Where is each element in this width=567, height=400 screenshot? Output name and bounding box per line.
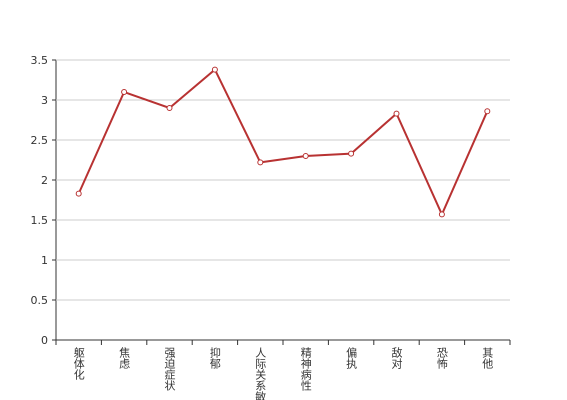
y-tick-label: 2 [41,174,48,187]
point [438,211,445,218]
y-tick-label: 3.5 [31,54,49,67]
point [348,150,355,157]
line [77,68,489,217]
point [393,110,400,117]
x-tick-label: 精神病性 [299,347,312,392]
y-tick-label: 0 [41,334,48,347]
x-tick-label: 焦虑 [118,347,131,369]
point [75,190,82,197]
point [257,159,264,166]
y-tick-label: 2.5 [31,134,49,147]
x-tick-label: 抑郁 [208,346,221,369]
point [211,66,218,73]
y-tick-label: 0.5 [31,294,49,307]
x-tick-label: 偏执 [345,346,358,370]
x-tick-label: 人际关系敏感 [254,347,267,400]
x-tick-label: 躯体化 [72,347,85,381]
x-tick-label: 敌对 [390,346,403,369]
y-tick-label: 3 [41,94,48,107]
point [484,108,491,115]
y-tick-label: 1 [41,254,48,267]
point [121,89,128,95]
x-tick-label: 恐怖 [435,347,448,369]
point [302,153,309,159]
x-tick-label: 其他 [481,347,494,369]
point [166,105,173,111]
y-tick-label: 1.5 [31,214,49,227]
x-tick-label: 强迫症状 [163,347,176,391]
